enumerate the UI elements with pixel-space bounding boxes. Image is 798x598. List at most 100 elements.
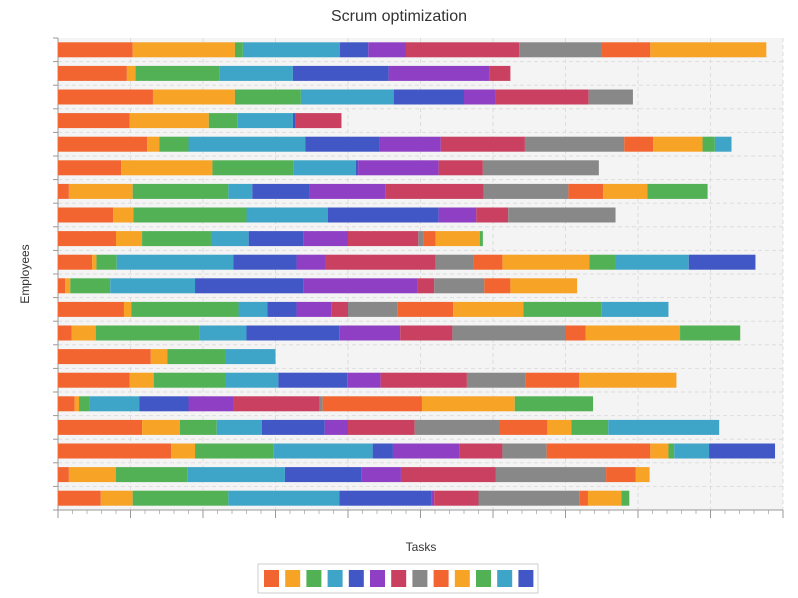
bar-segment — [159, 136, 189, 152]
bar-segment — [292, 113, 296, 129]
bar-segment — [571, 419, 609, 435]
bar-segment — [514, 396, 594, 412]
bar-segment — [322, 396, 422, 412]
bar-segment — [392, 443, 460, 459]
bar-segment — [650, 42, 767, 58]
bar-segment — [650, 443, 669, 459]
bar-segment — [431, 490, 435, 506]
bar-segment — [547, 419, 572, 435]
bar-segment — [621, 490, 630, 506]
bar-segment — [58, 325, 72, 341]
bar-segment — [58, 207, 114, 223]
bar-segment — [579, 372, 677, 388]
legend-swatch — [348, 570, 364, 587]
bar-segment — [519, 42, 602, 58]
bar-segment — [423, 231, 436, 247]
bar-segment — [453, 301, 524, 317]
bar-segment — [233, 396, 320, 412]
bar-segment — [139, 396, 189, 412]
bar-segment — [523, 301, 602, 317]
bar-segment — [414, 419, 500, 435]
bar-segment — [233, 254, 297, 270]
bar-segment — [225, 349, 276, 365]
bar-segment — [116, 254, 234, 270]
bar-segment — [466, 372, 526, 388]
legend-swatch — [391, 570, 407, 587]
bar-segment — [438, 207, 477, 223]
bar-segment — [339, 490, 432, 506]
bar-segment — [400, 467, 496, 483]
bar-segment — [400, 325, 453, 341]
bar-segment — [601, 42, 651, 58]
bar-segment — [58, 419, 143, 435]
y-axis-label: Employees — [18, 244, 32, 303]
bar-segment — [296, 301, 332, 317]
bar-segment — [129, 113, 209, 129]
bar-segment — [348, 419, 415, 435]
bar-segment — [372, 443, 393, 459]
bar-segment — [132, 42, 235, 58]
bar-segment — [435, 231, 480, 247]
bar-segment — [96, 254, 117, 270]
bar-segment — [464, 89, 496, 105]
bar-segment — [252, 183, 310, 199]
bar-segment — [58, 372, 130, 388]
bar-segment — [267, 301, 297, 317]
bar-segment — [152, 89, 235, 105]
bar-segment — [116, 231, 143, 247]
bar-segment — [58, 113, 130, 129]
bar-segment — [150, 349, 168, 365]
bar-segment — [296, 254, 326, 270]
bar-segment — [305, 136, 380, 152]
bar-segment — [587, 490, 622, 506]
bar-segment — [58, 231, 116, 247]
bar-segment — [58, 349, 151, 365]
x-axis-label: Tasks — [406, 540, 437, 554]
bar-segment — [210, 231, 249, 247]
bar-segment — [58, 42, 133, 58]
bar-segment — [58, 301, 124, 317]
bar-segment — [385, 183, 484, 199]
bar-segment — [452, 325, 566, 341]
bar-segment — [324, 419, 348, 435]
bar-segment — [680, 325, 741, 341]
bar-segment — [393, 89, 464, 105]
bar-segment — [92, 254, 97, 270]
bar-segment — [228, 490, 340, 506]
bar-segment — [653, 136, 703, 152]
legend-swatch — [412, 570, 428, 587]
bar-segment — [261, 419, 325, 435]
bar-segment — [358, 160, 439, 176]
bar-segment — [484, 278, 511, 294]
chart-title: Scrum optimization — [331, 8, 467, 25]
bar-segment — [133, 207, 247, 223]
bar-segment — [199, 325, 247, 341]
bar-segment — [585, 325, 681, 341]
bar-segment — [459, 443, 503, 459]
bar-segment — [546, 443, 651, 459]
bar-segment — [348, 231, 419, 247]
bar-segment — [188, 396, 234, 412]
bar-segment — [58, 467, 69, 483]
legend-swatch — [285, 570, 301, 587]
bar-segment — [208, 113, 238, 129]
bar-segment — [714, 136, 732, 152]
bar-segment — [89, 396, 140, 412]
bar-segment — [434, 278, 485, 294]
legend-swatch — [264, 570, 279, 587]
bar-segment — [147, 136, 160, 152]
bar-segment — [238, 301, 268, 317]
bar-segment — [303, 278, 418, 294]
bar-segment — [568, 183, 604, 199]
bar-segment — [132, 183, 229, 199]
bar-segment — [188, 136, 306, 152]
bar-segment — [434, 490, 479, 506]
bar-segment — [142, 419, 180, 435]
bar-segment — [499, 419, 548, 435]
legend-swatch — [497, 570, 513, 587]
bar-segment — [292, 65, 389, 81]
bar-segment — [68, 467, 116, 483]
bar-segment — [565, 325, 586, 341]
bar-segment — [478, 490, 580, 506]
bar-segment — [58, 65, 127, 81]
